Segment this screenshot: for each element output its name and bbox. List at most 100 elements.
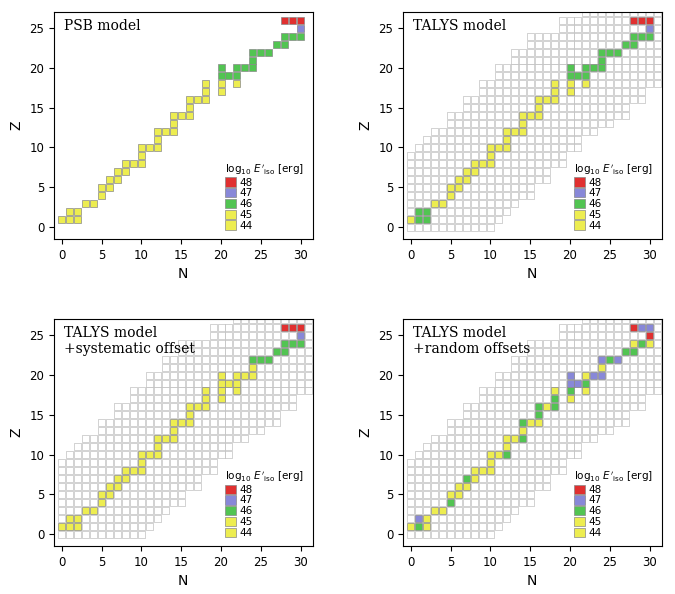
Bar bbox=[591, 332, 597, 339]
Bar bbox=[511, 160, 518, 167]
Bar bbox=[114, 459, 121, 466]
Bar bbox=[463, 128, 470, 135]
Bar bbox=[614, 347, 621, 355]
Bar bbox=[654, 316, 661, 323]
Bar bbox=[273, 324, 280, 331]
Bar bbox=[138, 443, 145, 450]
Bar bbox=[566, 33, 574, 40]
Bar bbox=[202, 96, 209, 103]
Bar bbox=[519, 120, 526, 127]
Bar bbox=[106, 459, 113, 466]
Bar bbox=[289, 332, 296, 339]
Bar bbox=[170, 419, 177, 426]
Bar bbox=[622, 372, 629, 378]
Bar bbox=[519, 96, 526, 103]
Bar bbox=[526, 33, 534, 40]
Bar bbox=[154, 443, 161, 450]
Bar bbox=[66, 507, 74, 514]
Bar bbox=[574, 136, 581, 143]
Bar bbox=[598, 387, 605, 394]
Bar bbox=[511, 499, 518, 506]
Bar bbox=[106, 507, 113, 514]
Bar bbox=[646, 25, 653, 31]
Bar bbox=[99, 475, 105, 482]
Bar bbox=[479, 467, 486, 474]
Bar bbox=[242, 372, 248, 378]
Bar bbox=[511, 56, 518, 64]
Bar bbox=[74, 208, 82, 214]
Bar bbox=[130, 427, 137, 434]
Bar bbox=[194, 411, 200, 418]
Bar bbox=[114, 427, 121, 434]
Bar bbox=[591, 340, 597, 347]
Bar bbox=[209, 372, 217, 378]
Bar bbox=[543, 396, 549, 402]
Bar bbox=[591, 427, 597, 434]
Bar bbox=[614, 380, 621, 387]
Bar bbox=[146, 403, 153, 410]
Bar bbox=[146, 396, 153, 402]
Bar bbox=[217, 356, 225, 363]
Bar bbox=[408, 176, 414, 183]
Bar bbox=[543, 387, 549, 394]
Bar bbox=[479, 491, 486, 498]
Bar bbox=[566, 347, 574, 355]
Bar bbox=[487, 515, 494, 522]
Text: TALYS model: TALYS model bbox=[413, 19, 506, 33]
Bar bbox=[423, 208, 431, 214]
Bar bbox=[591, 49, 597, 56]
Bar bbox=[130, 483, 137, 490]
Bar bbox=[439, 216, 446, 223]
Bar bbox=[289, 33, 296, 40]
Bar bbox=[138, 435, 145, 442]
Bar bbox=[234, 340, 240, 347]
Bar bbox=[463, 507, 470, 514]
Bar bbox=[646, 9, 653, 16]
Bar bbox=[511, 72, 518, 80]
Bar bbox=[503, 459, 510, 466]
Bar bbox=[638, 396, 645, 402]
Bar bbox=[559, 324, 566, 331]
Bar bbox=[622, 40, 629, 48]
Bar bbox=[487, 523, 494, 530]
Bar bbox=[606, 49, 614, 56]
Bar bbox=[130, 419, 137, 426]
Bar bbox=[614, 25, 621, 31]
Bar bbox=[526, 40, 534, 48]
Bar bbox=[614, 40, 621, 48]
Bar bbox=[526, 128, 534, 135]
Bar bbox=[583, 332, 589, 339]
Bar bbox=[408, 168, 414, 175]
Bar bbox=[59, 523, 65, 530]
Bar bbox=[551, 356, 558, 363]
Bar bbox=[559, 136, 566, 143]
Bar bbox=[566, 120, 574, 127]
Bar bbox=[543, 467, 549, 474]
Bar bbox=[487, 176, 494, 183]
Bar bbox=[130, 491, 137, 498]
Bar bbox=[415, 483, 423, 490]
Bar bbox=[82, 459, 89, 466]
Bar bbox=[249, 364, 256, 371]
Bar bbox=[448, 184, 454, 191]
Bar bbox=[431, 459, 438, 466]
Bar bbox=[511, 192, 518, 199]
Bar bbox=[74, 483, 82, 490]
Bar bbox=[622, 347, 629, 355]
Bar bbox=[114, 499, 121, 506]
Bar bbox=[535, 372, 542, 378]
Bar bbox=[234, 316, 240, 323]
Bar bbox=[439, 136, 446, 143]
Bar bbox=[591, 316, 597, 323]
Bar bbox=[273, 347, 280, 355]
Bar bbox=[170, 411, 177, 418]
Bar bbox=[281, 387, 288, 394]
Bar bbox=[297, 17, 304, 24]
Bar bbox=[526, 459, 534, 466]
Bar bbox=[511, 356, 518, 363]
Bar bbox=[281, 380, 288, 387]
Bar bbox=[526, 340, 534, 347]
Bar bbox=[606, 419, 614, 426]
Bar bbox=[415, 176, 423, 183]
Bar bbox=[90, 451, 97, 458]
